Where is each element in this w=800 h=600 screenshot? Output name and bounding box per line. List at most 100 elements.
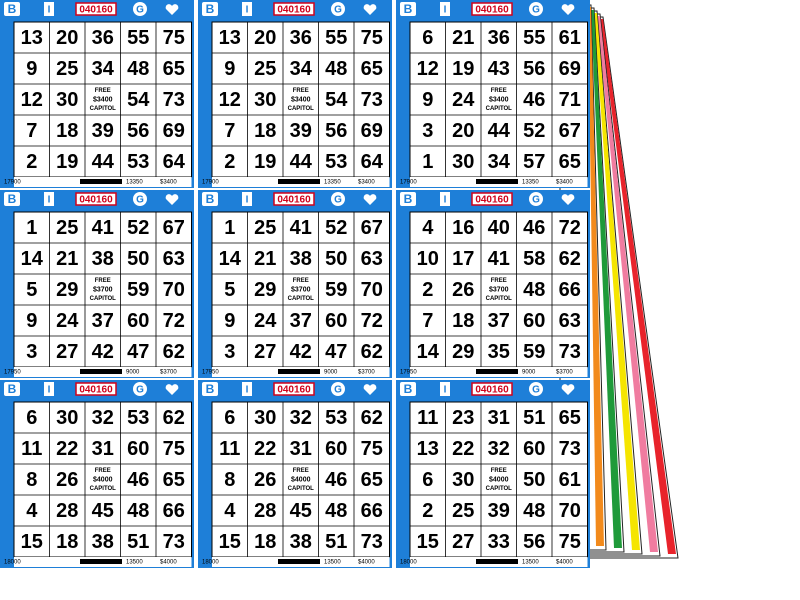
bingo-number: 44 (488, 120, 511, 142)
bingo-card: B I 040160 G 6 30 32 53 62 11 22 31 60 75 8 26 FREE $4000… (0, 380, 194, 568)
bingo-number: 60 (325, 310, 347, 332)
bingo-number: 32 (92, 407, 114, 429)
bingo-number: 38 (92, 531, 114, 553)
free-label: FREE (293, 278, 309, 284)
bingo-number: 16 (452, 217, 474, 239)
footer-text: $3400 (358, 180, 375, 186)
icon-circle (133, 2, 147, 16)
bingo-number: 45 (290, 500, 312, 522)
bingo-number: 48 (325, 58, 347, 80)
icon-box (400, 2, 416, 16)
free-label: FREE (293, 468, 309, 474)
footer-text: 17900 (400, 180, 417, 186)
bingo-number: 52 (325, 217, 347, 239)
bingo-number: 36 (92, 27, 114, 49)
free-prize: $3400 (489, 96, 509, 103)
bingo-number: 38 (290, 248, 312, 270)
bingo-number: 42 (92, 341, 114, 363)
bingo-number: 18 (56, 120, 78, 142)
bingo-number: 7 (224, 120, 235, 142)
bingo-number: 9 (26, 310, 37, 332)
bingo-number: 43 (488, 58, 510, 80)
footer-text: 13500 (522, 560, 539, 566)
icon-letter: I (48, 385, 51, 396)
footer-text: 9000 (522, 370, 536, 376)
serial-box (471, 192, 513, 206)
serial-number: 040160 (79, 195, 113, 206)
bingo-number: 75 (559, 531, 581, 553)
bingo-number: 19 (452, 58, 474, 80)
bingo-number: 26 (452, 279, 474, 301)
bingo-number: 50 (523, 469, 545, 491)
heart-icon (165, 384, 179, 395)
bingo-number: 4 (422, 217, 434, 239)
bingo-number: 53 (127, 151, 149, 173)
bingo-number: 60 (523, 310, 545, 332)
bingo-number: 11 (21, 438, 42, 460)
bingo-number: 39 (92, 120, 114, 142)
free-prize: $3700 (489, 286, 509, 293)
bingo-number: 30 (56, 89, 78, 111)
heart-icon (165, 4, 179, 16)
heart-icon (561, 194, 575, 205)
bingo-number: 65 (559, 151, 581, 173)
bingo-number: 56 (523, 531, 545, 553)
free-name: CAPITOL (288, 296, 315, 302)
bingo-number: 38 (290, 531, 312, 553)
bingo-number: 37 (290, 310, 312, 332)
icon-letter: G (532, 5, 540, 16)
grid-bg (211, 21, 390, 178)
icon-box (440, 192, 450, 206)
serial-number: 040160 (277, 385, 311, 396)
icon-letter: I (444, 5, 447, 16)
bingo-number: 48 (127, 58, 149, 80)
bingo-number: 3 (224, 341, 235, 363)
icon-letter: G (334, 5, 342, 16)
bingo-number: 64 (163, 151, 186, 173)
bingo-number: 73 (361, 89, 383, 111)
bingo-number: 31 (290, 438, 312, 460)
bingo-number: 6 (422, 27, 433, 49)
bingo-number: 22 (452, 438, 474, 460)
bingo-number: 29 (452, 341, 474, 363)
icon-box (400, 382, 416, 396)
icon-box (44, 192, 54, 206)
bingo-number: 27 (254, 341, 276, 363)
bingo-number: 60 (325, 438, 347, 460)
icon-circle (331, 382, 345, 396)
bingo-number: 31 (488, 407, 510, 429)
icon-letter: I (246, 195, 249, 206)
bingo-number: 35 (488, 341, 510, 363)
bingo-number: 26 (254, 469, 276, 491)
grid-bg (409, 401, 588, 558)
bingo-number: 36 (488, 27, 510, 49)
icon-circle (133, 192, 147, 206)
icon-letter: B (404, 382, 413, 396)
bingo-number: 1 (422, 151, 433, 173)
bingo-card: B I 040160 G 4 16 40 46 72 10 17 41 58 62 2 26 FREE $3700… (396, 190, 590, 378)
serial-box (471, 2, 513, 16)
footer-bar (278, 179, 320, 184)
bingo-number: 60 (523, 438, 545, 460)
bingo-number: 62 (559, 248, 581, 270)
bingo-number: 67 (559, 120, 581, 142)
bingo-number: 13 (219, 27, 241, 49)
free-label: FREE (491, 278, 507, 284)
bingo-number: 21 (452, 27, 474, 49)
free-label: FREE (95, 88, 111, 94)
bingo-number: 57 (523, 151, 545, 173)
bingo-number: 2 (422, 279, 433, 301)
bingo-number: 25 (56, 58, 78, 80)
bingo-number: 6 (224, 407, 235, 429)
bingo-number: 51 (325, 531, 347, 553)
bingo-number: 73 (163, 531, 185, 553)
footer-text: $3400 (556, 180, 573, 186)
free-prize: $4000 (291, 476, 311, 483)
bingo-number: 41 (92, 217, 114, 239)
bingo-number: 22 (254, 438, 276, 460)
bingo-number: 28 (56, 500, 78, 522)
footer-text: 18000 (4, 560, 21, 566)
bingo-number: 65 (163, 58, 185, 80)
bingo-number: 9 (224, 310, 235, 332)
bingo-number: 53 (127, 407, 149, 429)
